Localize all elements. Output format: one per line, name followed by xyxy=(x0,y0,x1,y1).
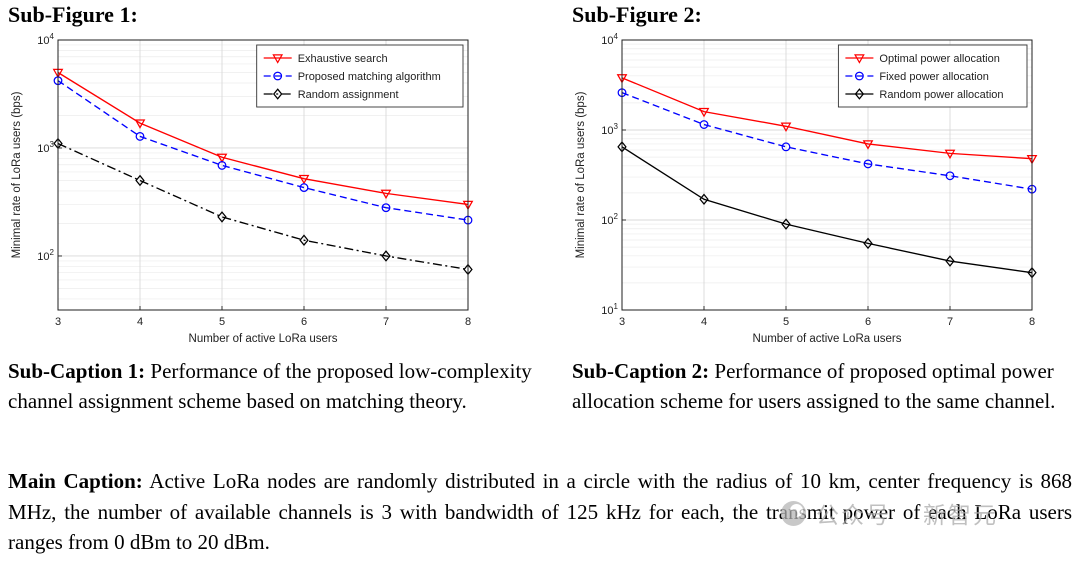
subfigure2-chart: 3 4 5 6 7 8 101 102 103 104 Number of active LoRa … xyxy=(575,32,1038,345)
subfigure1-chart: 3 4 5 6 7 8 102 103 104 Number of active LoRa use… xyxy=(11,32,474,345)
svg-text:Minimal rate of LoRa users (bp: Minimal rate of LoRa users (bps) xyxy=(575,91,587,258)
subcaption-1-label: Sub-Caption 1: xyxy=(8,359,146,383)
svg-text:101: 101 xyxy=(601,302,618,317)
svg-text:8: 8 xyxy=(1029,316,1035,328)
subcaption-1-text: Performance of the proposed low-complexi… xyxy=(8,359,532,414)
svg-text:102: 102 xyxy=(37,248,54,263)
svg-text:5: 5 xyxy=(783,316,789,328)
svg-text:Minimal rate of LoRa users (bp: Minimal rate of LoRa users (bps) xyxy=(11,91,23,258)
svg-text:4: 4 xyxy=(701,316,707,328)
svg-text:6: 6 xyxy=(301,316,307,328)
svg-text:Optimal power allocation: Optimal power allocation xyxy=(879,53,999,65)
svg-text:103: 103 xyxy=(601,122,618,137)
subcaption-2: Sub-Caption 2: Performance of proposed o… xyxy=(572,356,1074,416)
subfigure2-title: Sub-Figure 2: xyxy=(572,2,702,27)
svg-text:102: 102 xyxy=(601,212,618,227)
svg-text:Random power allocation: Random power allocation xyxy=(879,89,1003,101)
svg-text:7: 7 xyxy=(383,316,389,328)
svg-text:Fixed power allocation: Fixed power allocation xyxy=(879,71,988,83)
svg-text:5: 5 xyxy=(219,316,225,328)
svg-text:Proposed matching algorithm: Proposed matching algorithm xyxy=(298,71,441,83)
svg-text:104: 104 xyxy=(601,32,618,47)
main-caption-text: Active LoRa nodes are randomly distribut… xyxy=(8,469,1072,555)
main-caption: Main Caption: Active LoRa nodes are rand… xyxy=(8,466,1072,558)
svg-text:4: 4 xyxy=(137,316,143,328)
svg-text:103: 103 xyxy=(37,140,54,155)
svg-text:Number of active LoRa users: Number of active LoRa users xyxy=(189,333,338,345)
svg-text:104: 104 xyxy=(37,32,54,47)
subcaption-1: Sub-Caption 1: Performance of the propos… xyxy=(8,356,540,416)
svg-text:6: 6 xyxy=(865,316,871,328)
subcaption-2-label: Sub-Caption 2: xyxy=(572,359,710,383)
subcaption-2-text: Performance of proposed optimal power al… xyxy=(572,359,1056,414)
subfigure1-title: Sub-Figure 1: xyxy=(8,2,138,27)
svg-text:3: 3 xyxy=(55,316,61,328)
main-caption-label: Main Caption: xyxy=(8,469,143,493)
svg-text:8: 8 xyxy=(465,316,471,328)
svg-text:Exhaustive search: Exhaustive search xyxy=(298,53,388,65)
svg-text:7: 7 xyxy=(947,316,953,328)
svg-text:3: 3 xyxy=(619,316,625,328)
svg-text:Random assignment: Random assignment xyxy=(298,89,399,101)
svg-text:Number of active LoRa users: Number of active LoRa users xyxy=(753,333,902,345)
